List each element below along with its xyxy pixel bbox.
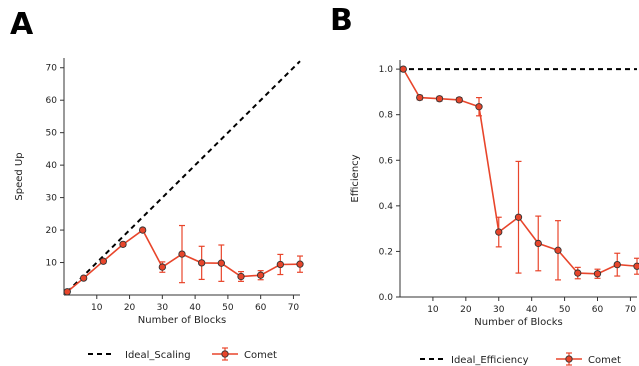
data-point (475, 103, 483, 111)
data-point (119, 240, 127, 249)
data-point (80, 274, 88, 282)
panel-label: A (10, 7, 34, 42)
x-tick-label: 30 (157, 303, 169, 313)
data-point (593, 270, 602, 278)
y-tick-label: 0.8 (379, 111, 394, 121)
x-tick-label: 70 (288, 303, 300, 313)
x-axis-label: Number of Blocks (474, 317, 562, 328)
y-tick-label: 50 (46, 129, 58, 139)
x-tick-label: 40 (526, 305, 538, 315)
y-tick-label: 40 (46, 161, 58, 171)
y-tick-label: 10 (46, 259, 58, 269)
data-point (435, 95, 444, 103)
data-point (514, 213, 523, 221)
y-tick-label: 0.6 (379, 156, 394, 166)
data-point (257, 271, 265, 279)
x-tick-label: 40 (189, 303, 201, 313)
data-point (296, 260, 304, 268)
data-point (237, 272, 245, 281)
legend: Ideal_Efficiency Comet (420, 352, 621, 366)
y-axis-label: Speed Up (14, 152, 25, 200)
data-point (534, 239, 542, 248)
legend: Ideal_Scaling Comet (88, 347, 277, 361)
data-point (178, 250, 186, 258)
y-tick-label: 60 (46, 96, 58, 106)
data-point (613, 260, 621, 269)
x-tick-label: 20 (460, 305, 472, 315)
y-tick-label: 1.0 (379, 65, 394, 75)
x-tick-label: 50 (559, 305, 571, 315)
data-point (99, 257, 107, 265)
data-point (416, 93, 424, 102)
data-point (495, 228, 503, 236)
y-axis-label: Efficiency (350, 154, 361, 202)
x-tick-label: 10 (427, 305, 439, 315)
x-axis-label: Number of Blocks (138, 315, 226, 326)
x-tick-label: 60 (255, 303, 267, 313)
y-tick-label: 70 (46, 64, 58, 74)
panel-label: B (330, 3, 353, 38)
legend-swatch-marker (221, 350, 229, 358)
data-point (63, 288, 71, 296)
data-point (139, 226, 147, 234)
data-point (455, 96, 463, 104)
x-tick-label: 70 (625, 305, 637, 315)
y-tick-label: 30 (46, 194, 58, 204)
x-tick-label: 30 (493, 305, 505, 315)
x-tick-label: 20 (124, 303, 136, 313)
data-point (276, 260, 284, 269)
x-tick-label: 60 (592, 305, 604, 315)
legend-label: Ideal_Scaling (125, 350, 191, 361)
data-point (399, 65, 407, 73)
y-tick-label: 0.2 (379, 247, 393, 257)
series-line-ideal-scaling (66, 60, 301, 293)
chart-panel-a: A 10 20 30 40 50 60 70 10 20 30 40 50 60 70 Number of B… (10, 7, 304, 361)
data-point (217, 259, 225, 267)
data-point (633, 262, 639, 270)
legend-label: Comet (588, 355, 621, 366)
y-tick-label: 0.0 (379, 293, 394, 303)
data-point (574, 269, 582, 277)
chart-panel-b: B 10 20 30 40 50 60 70 0.0 0.2 0.4 0.6 0.8 1.0 Number … (330, 3, 639, 366)
x-tick-label: 50 (222, 303, 234, 313)
legend-label: Ideal_Efficiency (451, 355, 529, 366)
data-point (198, 259, 206, 267)
x-tick-label: 10 (91, 303, 103, 313)
legend-swatch-marker (565, 355, 573, 363)
y-tick-label: 0.4 (379, 202, 394, 212)
y-tick-label: 20 (46, 226, 58, 236)
data-point (158, 263, 166, 271)
legend-label: Comet (244, 350, 277, 361)
data-point (554, 246, 562, 254)
